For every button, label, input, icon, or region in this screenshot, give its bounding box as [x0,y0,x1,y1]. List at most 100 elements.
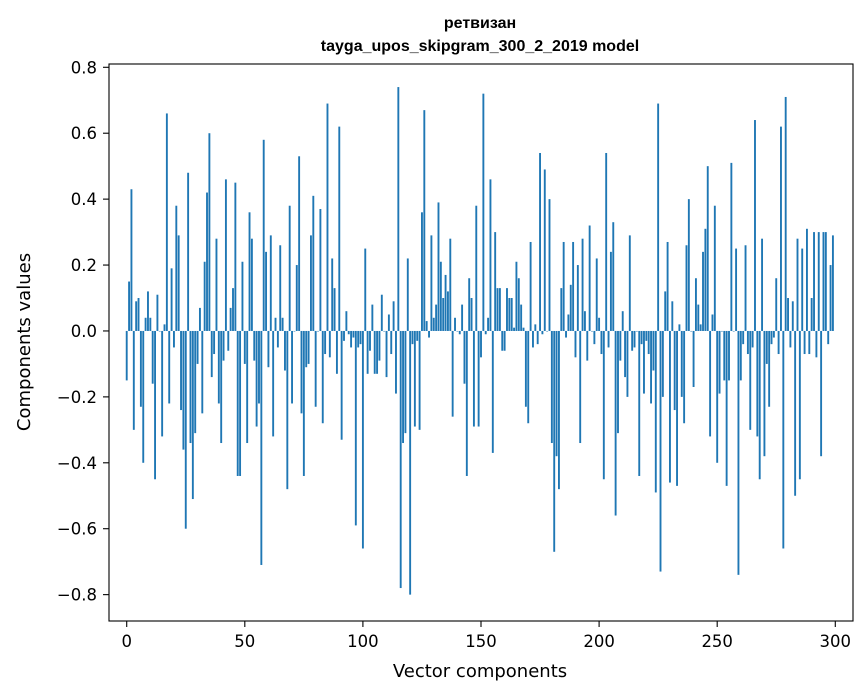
bar [780,126,782,331]
bar [307,330,310,364]
bar [276,330,279,348]
bar [487,317,490,331]
bar [539,152,541,331]
bar [335,330,338,374]
bar [749,330,752,430]
bar [569,284,572,331]
bar [595,258,598,331]
bar [553,330,556,552]
x-tick-label: 250 [701,632,733,651]
bar [430,235,433,331]
bar [416,330,419,341]
bar [446,291,449,331]
bar [746,330,749,355]
bar [137,298,140,331]
bar [142,330,145,463]
bar [158,330,161,332]
bar [798,330,801,480]
bar [196,330,199,364]
bar [513,327,516,331]
bar [756,330,759,437]
bar [376,330,379,374]
bar [673,330,676,411]
bar [527,330,530,424]
bar [687,199,690,331]
bar [241,261,244,331]
bar [470,298,473,331]
bar [421,212,423,331]
bar [820,330,823,457]
bar [343,330,345,341]
bar [255,330,258,427]
bar [683,330,686,424]
y-axis: −0.8 −0.6 −0.4 −0.2 0.0 0.2 0.4 0.6 0.8 [57,58,109,605]
bars-group [125,87,834,595]
bar [777,330,780,355]
y-tick-label: −0.4 [57,454,97,473]
y-tick-label: 0.8 [71,58,97,77]
bar [815,330,818,358]
bar [720,330,723,332]
bar [373,330,376,374]
bar [548,199,551,331]
bar [503,330,506,351]
bar [541,330,544,335]
bar [359,330,362,345]
bar [222,330,225,361]
bar [619,330,622,361]
bar [177,235,180,331]
bar [558,330,560,490]
y-tick-label: −0.2 [57,388,97,407]
bar [198,307,201,331]
bar [350,330,353,348]
chart-title: ретвизан [444,15,516,32]
y-tick-label: 0.2 [71,256,97,275]
bar [496,288,499,331]
bar [588,225,591,331]
bar [680,330,683,397]
bar [716,330,719,463]
bar [817,232,820,331]
bar [515,261,518,331]
bar [617,330,619,434]
bar [132,330,135,430]
bar [772,330,775,338]
bar [406,258,409,331]
bar [810,298,813,331]
bar [210,330,213,378]
y-tick-label: −0.8 [57,586,97,605]
bar [435,304,438,331]
bar [543,169,546,331]
bar [640,330,643,345]
bar [182,330,185,450]
bar [732,330,735,332]
bar [191,330,194,500]
bar [678,324,681,331]
bar [357,330,360,348]
bar [371,304,374,331]
bar [203,261,206,331]
bar [813,232,815,331]
bar [602,330,605,480]
bar [801,248,804,331]
bar [739,330,742,381]
bar [666,241,669,331]
bar [463,330,466,384]
bar [246,330,249,444]
x-axis: 0 50 100 150 200 250 300 [121,621,851,651]
bar [498,288,501,331]
bar [508,298,511,331]
bar [631,330,634,351]
bar [265,251,268,331]
bar [501,330,504,351]
bar [279,245,282,331]
bar [534,324,537,331]
bar [439,261,442,331]
bar [189,330,192,444]
bar [822,232,825,331]
bar [650,330,652,404]
bar [661,330,664,397]
bar [628,235,631,331]
bar [425,321,428,331]
bar [378,330,381,361]
